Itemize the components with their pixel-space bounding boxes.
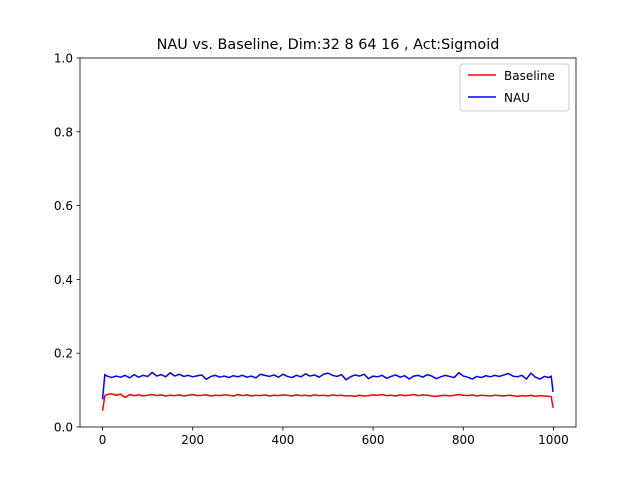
y-tick-label: 0.0: [54, 421, 73, 435]
legend: Baseline NAU: [459, 63, 570, 112]
legend-label-nau: NAU: [504, 91, 530, 105]
y-tick-label: 0.6: [54, 199, 73, 213]
y-tick-label: 1.0: [54, 52, 73, 66]
x-tick-label: 800: [452, 433, 475, 447]
x-tick-label: 0: [99, 433, 107, 447]
x-tick-label: 1000: [538, 433, 569, 447]
y-tick-label: 0.4: [54, 273, 73, 287]
axes-layer: 0 200 400 600 800 1000 0.0 0.2 0.4 0.6 0.8 1.0: [54, 52, 577, 447]
series-line-nau: [101, 371, 554, 400]
x-tick-label: 600: [362, 433, 385, 447]
x-tick-label: 400: [271, 433, 294, 447]
x-tick-label: 200: [181, 433, 204, 447]
y-tick-label: 0.2: [54, 347, 73, 361]
legend-label-baseline: Baseline: [504, 69, 555, 83]
plot-frame: [79, 57, 577, 428]
series-layer: [101, 371, 554, 411]
chart-title: NAU vs. Baseline, Dim:32 8 64 16 , Act:S…: [157, 37, 500, 53]
y-tick-label: 0.8: [54, 125, 73, 139]
series-line-baseline: [101, 393, 554, 411]
